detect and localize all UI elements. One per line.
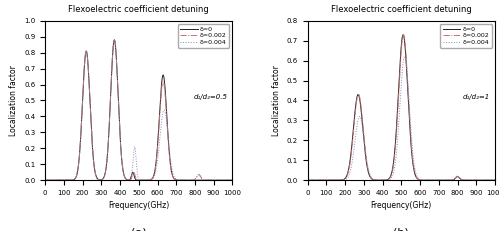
δ=0.002 [424, 179, 430, 182]
δ=0.002 [454, 176, 460, 178]
δ=0.002 [52, 179, 58, 182]
δ=0.002 [400, 33, 406, 36]
δ=0 [112, 39, 117, 41]
δ=0.004 [230, 179, 235, 182]
δ=0 [52, 179, 58, 182]
δ=0 [400, 33, 406, 36]
δ=0.002 [416, 178, 422, 181]
δ=0.002 [161, 84, 167, 86]
δ=0 [372, 179, 378, 182]
δ=0 [314, 179, 320, 182]
δ=0 [424, 179, 430, 182]
δ=0.004 [153, 169, 159, 171]
δ=0 [110, 49, 116, 52]
Line: δ=0.002: δ=0.002 [45, 40, 232, 180]
δ=0 [304, 179, 310, 182]
δ=0.002 [444, 179, 450, 182]
Title: Flexoelectric coefficient detuning: Flexoelectric coefficient detuning [68, 6, 209, 15]
δ=0.002 [153, 163, 159, 166]
δ=0 [181, 179, 187, 182]
δ=0.004 [314, 179, 320, 182]
δ=0.004 [424, 179, 430, 182]
δ=0.004 [42, 179, 48, 182]
δ=0.002 [42, 179, 48, 182]
δ=0.004 [110, 49, 116, 52]
Y-axis label: Localization factor: Localization factor [10, 65, 18, 136]
δ=0.004 [191, 179, 197, 181]
δ=0.002 [230, 179, 235, 182]
Y-axis label: Localization factor: Localization factor [272, 65, 281, 136]
Line: δ=0: δ=0 [308, 35, 495, 180]
δ=0.004 [372, 179, 378, 181]
δ=0.004 [492, 179, 498, 182]
δ=0 [161, 77, 167, 80]
Legend: δ=0, δ=0.002, δ=0.004: δ=0, δ=0.002, δ=0.004 [440, 24, 492, 48]
δ=0 [42, 179, 48, 182]
δ=0.002 [372, 179, 378, 181]
δ=0.002 [181, 179, 187, 182]
δ=0 [230, 179, 235, 182]
δ=0 [492, 179, 498, 182]
Line: δ=0.002: δ=0.002 [308, 35, 495, 180]
δ=0.004 [444, 179, 450, 182]
δ=0.004 [52, 179, 58, 182]
δ=0 [191, 179, 197, 182]
δ=0.004 [304, 179, 310, 182]
δ=0.004 [416, 177, 422, 180]
Text: (a): (a) [131, 228, 146, 231]
δ=0.002 [112, 39, 117, 41]
Line: δ=0.004: δ=0.004 [308, 57, 495, 180]
Title: Flexoelectric coefficient detuning: Flexoelectric coefficient detuning [331, 6, 472, 15]
Text: (b): (b) [394, 228, 409, 231]
Line: δ=0.004: δ=0.004 [45, 40, 232, 180]
Text: d₁/d₂=0.5: d₁/d₂=0.5 [194, 94, 228, 100]
δ=0 [454, 176, 460, 178]
X-axis label: Frequency(GHz): Frequency(GHz) [108, 201, 170, 210]
δ=0 [444, 179, 450, 182]
δ=0.004 [112, 39, 117, 41]
δ=0.004 [181, 179, 187, 182]
δ=0.004 [161, 109, 167, 111]
δ=0 [153, 162, 159, 164]
δ=0 [416, 178, 422, 181]
Line: δ=0: δ=0 [45, 40, 232, 180]
δ=0.004 [454, 175, 460, 178]
Legend: δ=0, δ=0.002, δ=0.004: δ=0, δ=0.002, δ=0.004 [178, 24, 230, 48]
δ=0.002 [304, 179, 310, 182]
δ=0.004 [402, 55, 407, 58]
δ=0.002 [110, 49, 116, 52]
δ=0.002 [191, 179, 197, 181]
δ=0.002 [492, 179, 498, 182]
Text: d₁/d₂=1: d₁/d₂=1 [463, 94, 490, 100]
δ=0.002 [314, 179, 320, 182]
X-axis label: Frequency(GHz): Frequency(GHz) [370, 201, 432, 210]
